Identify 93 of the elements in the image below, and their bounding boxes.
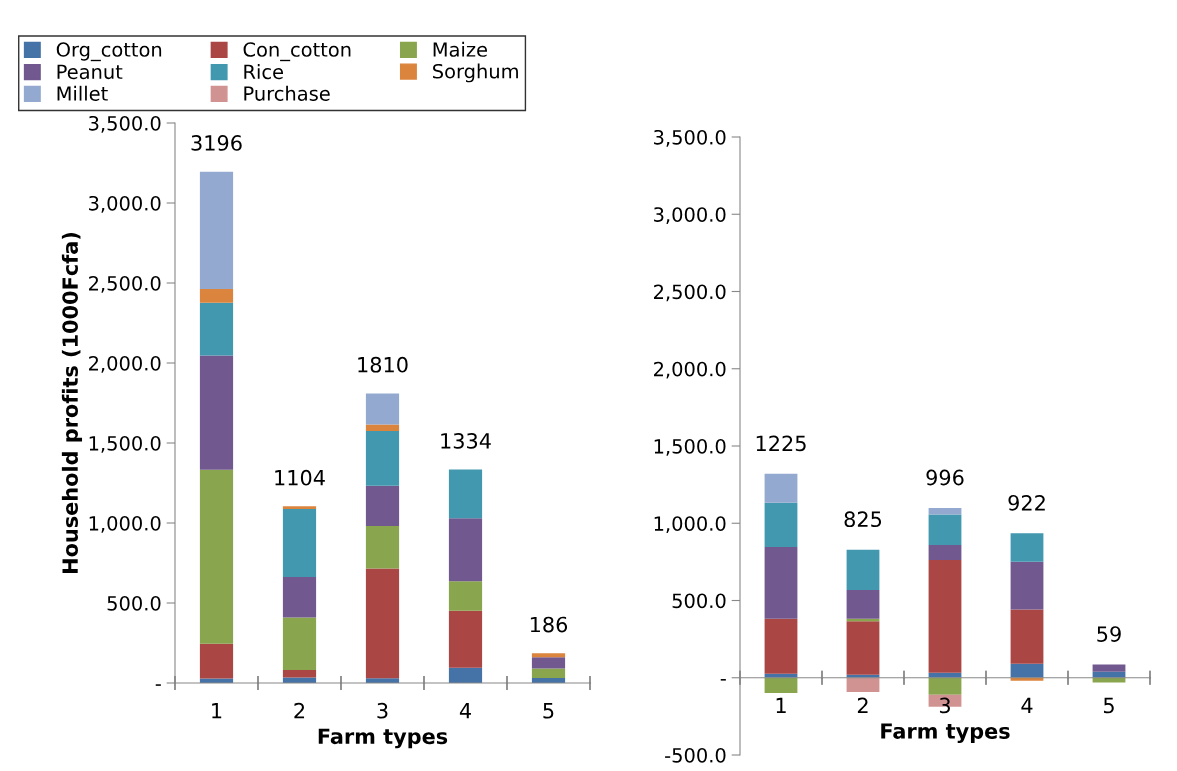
y-tick-label: 500.0 <box>107 595 161 611</box>
legend-label: Purchase <box>244 85 330 101</box>
x-tick-label: 5 <box>543 703 554 719</box>
x-tick-label: 2 <box>857 697 868 714</box>
annotation: 996 <box>926 469 964 486</box>
bar <box>365 393 400 425</box>
annotation: 825 <box>844 511 882 528</box>
y-tick-label: 500.0 <box>672 593 726 609</box>
x-tick-label: 1 <box>776 697 786 714</box>
bar <box>846 621 880 675</box>
x-tick-label: 5 <box>1103 697 1114 714</box>
x-tick-label: 1 <box>212 703 222 719</box>
bar <box>764 618 798 674</box>
bar <box>531 653 566 658</box>
bar <box>1010 677 1044 681</box>
bar <box>928 677 962 695</box>
bar <box>448 469 483 519</box>
bar <box>365 424 400 431</box>
bar <box>1010 609 1044 664</box>
bar <box>282 506 317 510</box>
x-tick-label: 2 <box>294 702 305 719</box>
bar <box>199 302 234 356</box>
y-tick-label: 1,000.0 <box>89 515 161 533</box>
y-axis-title: Household profits (1000Fcfa) <box>61 232 83 573</box>
bar <box>199 643 234 679</box>
bar <box>764 502 798 547</box>
annotation: 1334 <box>441 432 491 449</box>
legend-label: Maize <box>433 41 487 57</box>
x-tick-label: 3 <box>377 702 388 719</box>
bar <box>199 289 234 303</box>
bar <box>282 617 317 671</box>
bar <box>199 355 234 470</box>
bar <box>1010 533 1044 562</box>
legend-label: Rice <box>244 64 283 80</box>
bar <box>928 514 962 545</box>
x-tick-label: 4 <box>1021 697 1033 714</box>
legend-label: Org_cotton <box>56 42 162 62</box>
y-tick-label: - <box>155 684 161 686</box>
bar <box>928 560 962 673</box>
y-tick-label: 2,000.0 <box>89 355 161 373</box>
annotation: 59 <box>1097 626 1121 642</box>
bar <box>531 657 566 669</box>
annotation: 1104 <box>275 469 325 486</box>
bar <box>764 473 798 503</box>
bar <box>282 576 317 618</box>
y-tick-label: 3,500.0 <box>89 115 161 133</box>
annotation: 1810 <box>358 356 408 373</box>
bar <box>764 546 798 619</box>
legend-label: Con_cotton <box>243 42 351 62</box>
bar <box>365 526 400 569</box>
x-axis-title: Farm types <box>881 723 1010 744</box>
legend-label: Millet <box>57 85 108 101</box>
y-tick-label: - <box>720 679 726 681</box>
y-tick-label: 1,500.0 <box>654 438 726 456</box>
bar <box>846 549 880 590</box>
bar <box>365 568 400 679</box>
annotation: 186 <box>530 616 568 633</box>
x-axis-title: Farm types <box>318 728 448 749</box>
bar <box>846 677 880 693</box>
bar <box>846 589 880 619</box>
x-tick-label: 3 <box>939 697 950 714</box>
bar <box>928 507 962 515</box>
bar <box>448 610 483 668</box>
x-tick-label: 4 <box>459 703 471 719</box>
y-tick-label: 1,000.0 <box>654 516 726 533</box>
bar <box>199 171 234 290</box>
bar <box>282 670 317 678</box>
y-tick-label: 2,500.0 <box>89 275 161 293</box>
bar <box>531 668 566 678</box>
bar <box>448 581 483 611</box>
annotation: 922 <box>1008 494 1045 511</box>
y-tick-label: 1,500.0 <box>89 435 161 453</box>
annotation: 1225 <box>756 435 806 452</box>
bar <box>448 667 483 683</box>
y-tick-label: 2,000.0 <box>654 361 726 379</box>
y-tick-label: 2,500.0 <box>654 284 726 302</box>
bar <box>764 677 798 694</box>
bar <box>365 431 400 486</box>
y-tick-label: -500.0 <box>665 747 726 763</box>
y-tick-label: 3,000.0 <box>654 207 726 224</box>
y-tick-label: 3,000.0 <box>89 195 161 213</box>
bar <box>928 544 962 561</box>
bar <box>199 469 234 644</box>
y-tick-label: 3,500.0 <box>654 129 726 147</box>
legend-label: Peanut <box>57 64 123 80</box>
annotation: 3196 <box>191 135 242 151</box>
bar <box>1010 561 1044 610</box>
bar <box>448 518 483 582</box>
bar <box>1010 663 1044 678</box>
legend-label: Sorghum <box>433 63 518 83</box>
bar <box>365 485 400 527</box>
bar <box>282 509 317 577</box>
bar <box>1092 664 1126 672</box>
